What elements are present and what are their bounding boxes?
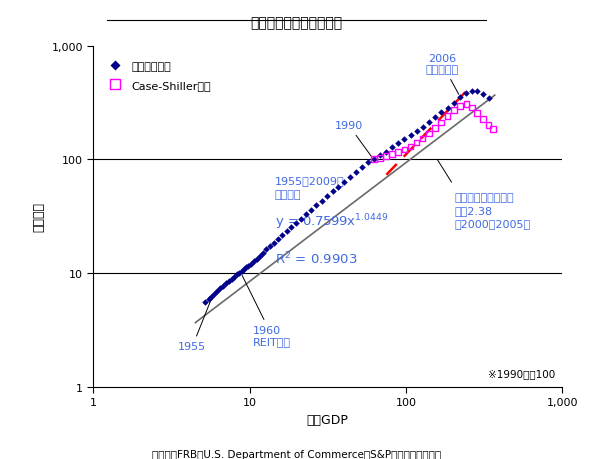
Point bbox=[375, 155, 385, 162]
Point bbox=[339, 179, 349, 186]
X-axis label: 名目GDP: 名目GDP bbox=[307, 413, 349, 425]
Point bbox=[431, 114, 440, 122]
Text: y = 0.7599x$^{1.0449}$: y = 0.7599x$^{1.0449}$ bbox=[275, 212, 388, 231]
Point bbox=[394, 140, 403, 148]
Point bbox=[357, 164, 366, 171]
Point bbox=[345, 174, 355, 181]
Point bbox=[418, 123, 428, 131]
Point bbox=[286, 224, 296, 231]
Point bbox=[455, 103, 465, 110]
Point bbox=[478, 91, 487, 99]
Point bbox=[484, 122, 493, 129]
Point bbox=[424, 119, 433, 126]
Text: （出所）FRB、U.S. Department of Commerce、S&Pより大和総研作成: （出所）FRB、U.S. Department of Commerce、S&Pよ… bbox=[152, 449, 441, 459]
Point bbox=[436, 119, 446, 127]
Point bbox=[455, 95, 465, 102]
Text: サブプライムバブル
傾き2.38
（2000〜2005）: サブプライムバブル 傾き2.38 （2000〜2005） bbox=[455, 192, 531, 229]
Point bbox=[369, 156, 378, 163]
Point bbox=[212, 288, 222, 295]
Point bbox=[317, 198, 326, 205]
Point bbox=[282, 228, 292, 235]
Point bbox=[431, 125, 440, 133]
Point bbox=[219, 283, 228, 290]
Text: 1955〜2009年
の回帰線: 1955〜2009年 の回帰線 bbox=[275, 176, 345, 199]
Point bbox=[323, 193, 332, 200]
Point bbox=[449, 100, 459, 107]
Point bbox=[239, 266, 248, 273]
Point bbox=[467, 105, 477, 112]
Text: 1960
REIT開始: 1960 REIT開始 bbox=[242, 276, 291, 347]
Point bbox=[244, 263, 253, 270]
Point bbox=[412, 140, 421, 147]
Point bbox=[381, 153, 391, 160]
Point bbox=[296, 216, 305, 223]
Text: R$^{2}$ = 0.9903: R$^{2}$ = 0.9903 bbox=[275, 250, 357, 267]
Point bbox=[209, 291, 218, 298]
Point bbox=[400, 146, 409, 154]
Point bbox=[204, 296, 213, 303]
Point bbox=[436, 110, 446, 117]
Point bbox=[265, 243, 275, 250]
Point bbox=[472, 110, 482, 118]
Point bbox=[462, 90, 471, 97]
Point bbox=[227, 275, 237, 283]
Point bbox=[400, 136, 409, 144]
Point bbox=[462, 101, 471, 109]
Point bbox=[224, 278, 234, 285]
Point bbox=[443, 105, 452, 112]
Text: ※1990年＝100: ※1990年＝100 bbox=[488, 368, 555, 378]
Point bbox=[424, 130, 433, 138]
Point bbox=[351, 169, 361, 176]
Point bbox=[311, 202, 321, 209]
Point bbox=[381, 149, 391, 156]
Point bbox=[418, 135, 428, 143]
Point bbox=[306, 207, 315, 214]
Point bbox=[249, 258, 259, 265]
Point bbox=[472, 89, 482, 96]
Point bbox=[394, 149, 403, 156]
Point bbox=[484, 95, 493, 103]
Point bbox=[200, 299, 210, 307]
Point bbox=[478, 116, 487, 123]
Text: 1990: 1990 bbox=[334, 121, 372, 158]
Point bbox=[216, 285, 225, 292]
Point bbox=[334, 184, 343, 191]
Point bbox=[229, 273, 239, 280]
Point bbox=[369, 156, 378, 163]
Point bbox=[235, 270, 244, 277]
Point bbox=[241, 264, 251, 271]
Point bbox=[412, 128, 421, 135]
Point bbox=[232, 271, 242, 279]
Point bbox=[259, 249, 268, 257]
Point bbox=[449, 107, 459, 114]
Point bbox=[269, 240, 279, 247]
Point bbox=[252, 255, 262, 263]
Point bbox=[406, 143, 415, 151]
Point bbox=[222, 280, 231, 287]
Point bbox=[387, 145, 397, 152]
Point bbox=[488, 126, 498, 133]
Point bbox=[262, 246, 271, 253]
Text: 1955: 1955 bbox=[178, 299, 212, 352]
Point bbox=[246, 260, 256, 268]
Point bbox=[387, 151, 397, 158]
Point bbox=[278, 232, 287, 239]
Point bbox=[273, 236, 283, 243]
Point bbox=[207, 293, 216, 301]
Point bbox=[328, 188, 337, 196]
Point bbox=[301, 211, 311, 218]
Text: 図１：米国の不動産価格: 図１：米国の不動産価格 bbox=[250, 16, 343, 30]
Point bbox=[467, 88, 477, 95]
Text: 2006
地価ピーク: 2006 地価ピーク bbox=[425, 54, 459, 95]
Point bbox=[237, 268, 247, 275]
Legend: 土地資産総額, Case-Shiller指数: 土地資産総額, Case-Shiller指数 bbox=[104, 62, 211, 91]
Point bbox=[375, 152, 385, 160]
Point bbox=[363, 159, 372, 166]
Point bbox=[291, 220, 301, 227]
Y-axis label: 土地価格: 土地価格 bbox=[33, 202, 46, 232]
Point bbox=[406, 132, 415, 140]
Point bbox=[255, 252, 264, 260]
Point bbox=[443, 113, 452, 120]
